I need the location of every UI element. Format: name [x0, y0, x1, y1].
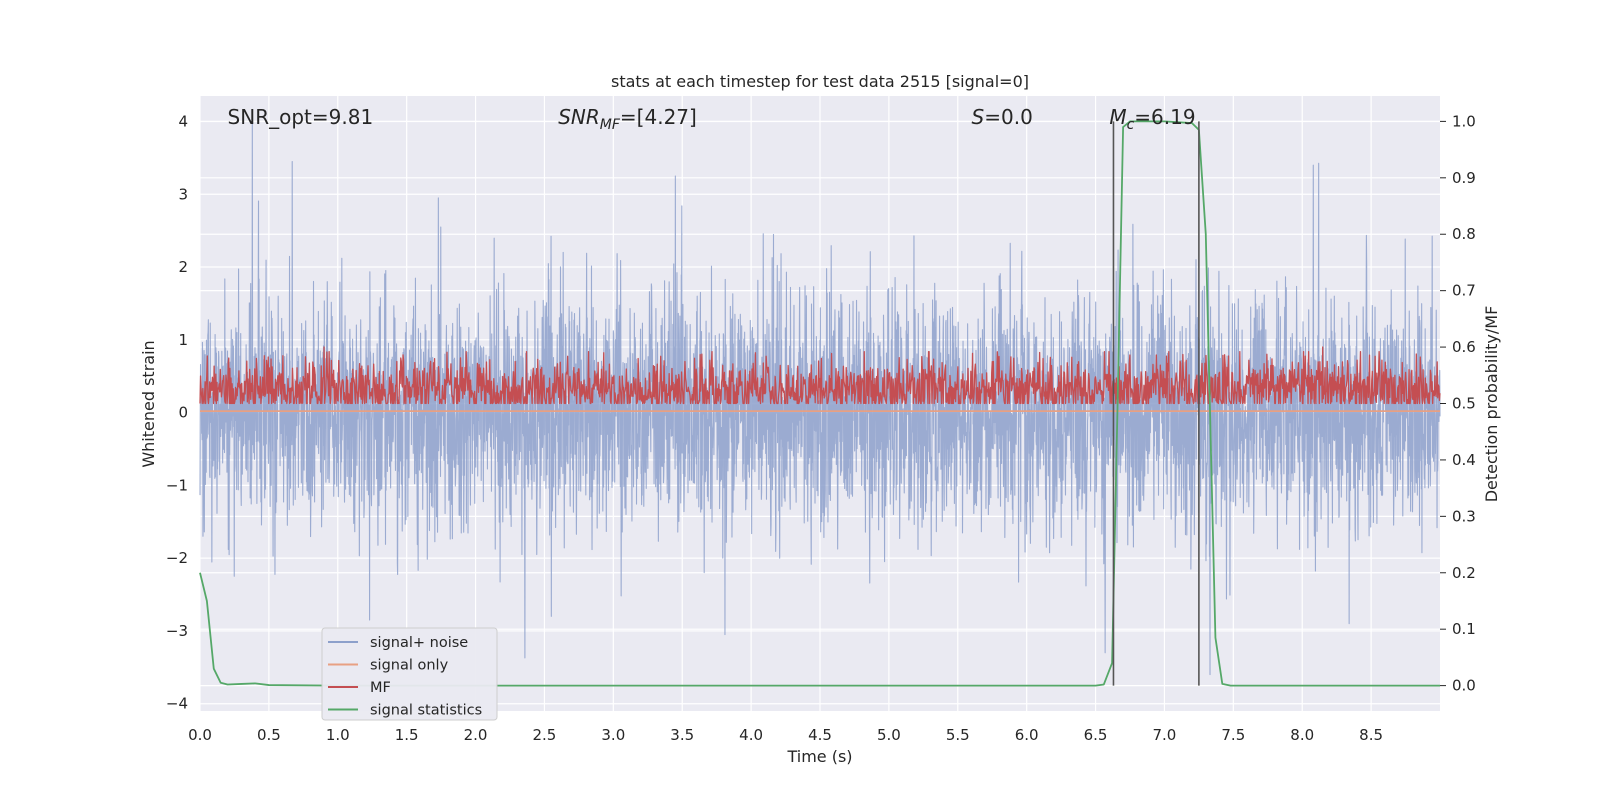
x-tick-label: 6.5 — [1084, 726, 1108, 744]
x-tick-label: 0.0 — [188, 726, 212, 744]
y-tick-label: 0 — [178, 404, 188, 422]
legend-box — [321, 627, 498, 721]
annotations: SNR_opt=9.81 SNRMF=[4.27] S=0.0 Mc=6.19 — [228, 105, 1196, 133]
series-line-3 — [199, 120, 1440, 687]
y-tick-label: 2 — [178, 258, 188, 276]
vertical-markers — [1112, 121, 1200, 686]
right-y-tick-label: 0.4 — [1452, 451, 1476, 469]
right-y-tick-label: 0.0 — [1452, 677, 1476, 695]
right-y-tick-label: 0.2 — [1452, 564, 1476, 582]
x-tick-label: 3.5 — [670, 726, 694, 744]
right-y-tick-label: 0.9 — [1452, 169, 1476, 187]
x-tick-label: 7.5 — [1221, 726, 1245, 744]
y-tick-label: −4 — [166, 695, 188, 713]
x-tick-label: 4.0 — [739, 726, 763, 744]
legend-label-2: MF — [370, 680, 391, 696]
x-tick-label: 4.5 — [808, 726, 832, 744]
right-y-tick-label: 0.8 — [1452, 225, 1476, 243]
legend-label-3: signal statistics — [370, 703, 482, 719]
right-y-axis-ticks: 1.0 0.9 0.8 0.7 0.6 0.5 0.4 0.3 0.2 0.1 0.0 — [1440, 112, 1476, 695]
x-tick-label: 0.5 — [257, 726, 281, 744]
right-y-tick-label: 1.0 — [1452, 112, 1476, 130]
x-tick-label: 2.0 — [464, 726, 488, 744]
legend-label-0: signal+ noise — [370, 635, 468, 651]
x-tick-label: 1.5 — [395, 726, 419, 744]
y-tick-label: −1 — [166, 476, 188, 494]
series-line-2 — [199, 346, 1441, 405]
y-tick-label: 3 — [178, 185, 188, 203]
x-tick-label: 2.5 — [533, 726, 557, 744]
x-tick-label: 3.0 — [601, 726, 625, 744]
annotation-mc-value: Mc=6.19 — [1109, 105, 1195, 133]
y-tick-label: −2 — [166, 549, 188, 567]
x-axis-ticks: 0.0 0.5 1.0 1.5 2.0 2.5 3.0 3.5 4.0 4.5 5.0 5.5 6.0 6… — [188, 726, 1383, 744]
right-y-tick-label: 0.6 — [1452, 338, 1476, 356]
annotation-snr-mf: SNRMF=[4.27] — [558, 105, 697, 133]
x-tick-label: 5.0 — [877, 726, 901, 744]
x-tick-label: 8.0 — [1290, 726, 1314, 744]
legend: signal+ noise signal only MF signal statist… — [321, 627, 498, 721]
y-axis-ticks: 4 3 2 1 0 −1 −2 −3 −4 — [166, 112, 188, 712]
chart-title: stats at each timestep for test data 251… — [611, 72, 1029, 91]
x-tick-label: 8.5 — [1359, 726, 1383, 744]
right-y-axis-label: Detection probability/MF — [1482, 306, 1501, 503]
annotation-snr-opt: SNR_opt=9.81 — [228, 105, 374, 129]
x-tick-label: 7.0 — [1153, 726, 1177, 744]
y-axis-label: Whitened strain — [139, 340, 158, 467]
y-tick-label: −3 — [166, 622, 188, 640]
x-tick-label: 5.5 — [946, 726, 970, 744]
right-y-tick-label: 0.7 — [1452, 282, 1476, 300]
x-axis-label: Time (s) — [786, 747, 852, 766]
legend-label-1: signal only — [370, 658, 449, 674]
y-tick-label: 1 — [178, 331, 188, 349]
right-y-tick-label: 0.3 — [1452, 507, 1476, 525]
y-tick-label: 4 — [178, 112, 188, 130]
series-layer — [199, 120, 1441, 687]
annotation-s-value: S=0.0 — [972, 105, 1033, 129]
x-tick-label: 1.0 — [326, 726, 350, 744]
right-y-tick-label: 0.1 — [1452, 620, 1476, 638]
right-y-tick-label: 0.5 — [1452, 395, 1476, 413]
x-tick-label: 6.0 — [1015, 726, 1039, 744]
